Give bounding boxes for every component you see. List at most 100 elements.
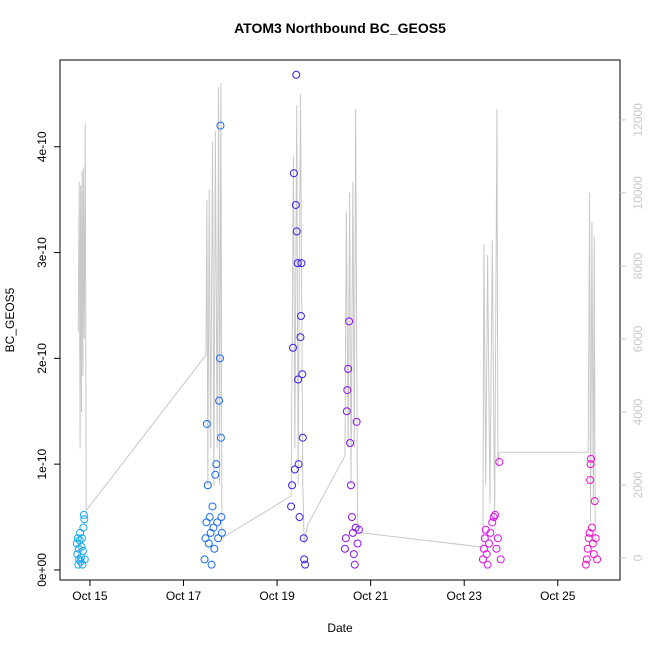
x-axis-label: Date (327, 621, 353, 635)
x-tick-label: Oct 17 (166, 589, 202, 603)
data-point (297, 259, 306, 268)
data-point (217, 513, 226, 522)
data-point (296, 312, 305, 321)
data-point (216, 121, 225, 130)
data-point (200, 555, 209, 564)
data-point (341, 534, 350, 543)
data-point (292, 70, 301, 79)
y2-tick-label: 2000 (631, 471, 645, 498)
data-point (350, 560, 359, 569)
data-point (349, 550, 358, 559)
data-point (493, 534, 502, 543)
data-point (80, 515, 89, 524)
data-point (342, 407, 351, 416)
data-point (292, 227, 301, 236)
data-point (203, 481, 212, 490)
data-point (79, 523, 88, 532)
data-point (591, 534, 600, 543)
data-point (299, 534, 308, 543)
data-point (586, 476, 595, 485)
y-tick-label: 0e+00 (35, 553, 49, 587)
x-tick-label: Oct 23 (447, 589, 483, 603)
y2-tick-label: 8000 (631, 252, 645, 279)
data-point (212, 460, 221, 469)
x-tick-label: Oct 19 (259, 589, 295, 603)
data-point (210, 544, 219, 553)
data-point (590, 497, 599, 506)
data-point (586, 454, 595, 463)
data-point (288, 481, 297, 490)
data-point (585, 528, 594, 537)
data-point (289, 169, 298, 178)
data-point (301, 560, 310, 569)
y2-tick-label: 6000 (631, 325, 645, 352)
data-point (209, 523, 218, 532)
data-point (287, 502, 296, 511)
data-point (346, 481, 355, 490)
data-point (78, 560, 87, 569)
data-point (298, 370, 307, 379)
data-point (589, 550, 598, 559)
data-point (486, 528, 495, 537)
data-point (205, 513, 214, 522)
y-tick-label: 2e-10 (35, 343, 49, 374)
x-tick-label: Oct 25 (540, 589, 576, 603)
data-point (492, 544, 501, 553)
data-point (480, 534, 489, 543)
data-point (214, 534, 223, 543)
data-point (294, 460, 303, 469)
y2-tick-label: 10000 (631, 176, 645, 210)
data-point (211, 470, 220, 479)
data-point (488, 518, 497, 527)
data-point (489, 513, 498, 522)
data-point (293, 259, 302, 268)
data-point (78, 546, 87, 555)
data-point (208, 502, 217, 511)
y2-tick-label: 4000 (631, 398, 645, 425)
data-point (495, 458, 504, 467)
data-point (586, 460, 595, 469)
y-tick-label: 3e-10 (35, 237, 49, 268)
data-point (207, 560, 216, 569)
x-tick-label: Oct 15 (72, 589, 108, 603)
data-point (202, 419, 211, 428)
data-point (290, 465, 299, 474)
data-point (582, 555, 591, 564)
data-point (295, 513, 304, 522)
data-point (80, 555, 89, 564)
altitude-line (77, 83, 596, 548)
data-point (217, 528, 226, 537)
y-axis-label: BC_GEOS5 (3, 287, 17, 352)
data-point (340, 544, 349, 553)
data-point (77, 534, 86, 543)
data-point (344, 364, 353, 373)
data-point (346, 438, 355, 447)
data-point (347, 513, 356, 522)
data-point (288, 343, 297, 352)
data-point (73, 534, 82, 543)
data-point (300, 555, 309, 564)
data-point (491, 510, 500, 519)
data-point (482, 550, 491, 559)
data-point (496, 555, 505, 564)
y2-tick-label: 0 (631, 554, 645, 561)
data-point (296, 333, 305, 342)
data-point (294, 375, 303, 384)
data-point (485, 539, 494, 548)
data-point (353, 539, 362, 548)
data-point (204, 539, 213, 548)
data-point (79, 510, 88, 519)
data-point (354, 525, 363, 534)
y2-tick-label: 12000 (631, 103, 645, 137)
data-point (298, 433, 307, 442)
plot-frame (59, 59, 621, 581)
data-point (343, 386, 352, 395)
data-point (345, 317, 354, 326)
data-point (216, 433, 225, 442)
data-point (291, 200, 300, 209)
data-point (478, 555, 487, 564)
chart-title: ATOM3 Northbound BC_GEOS5 (234, 20, 446, 36)
y-tick-label: 4e-10 (35, 131, 49, 162)
x-tick-label: Oct 21 (353, 589, 389, 603)
